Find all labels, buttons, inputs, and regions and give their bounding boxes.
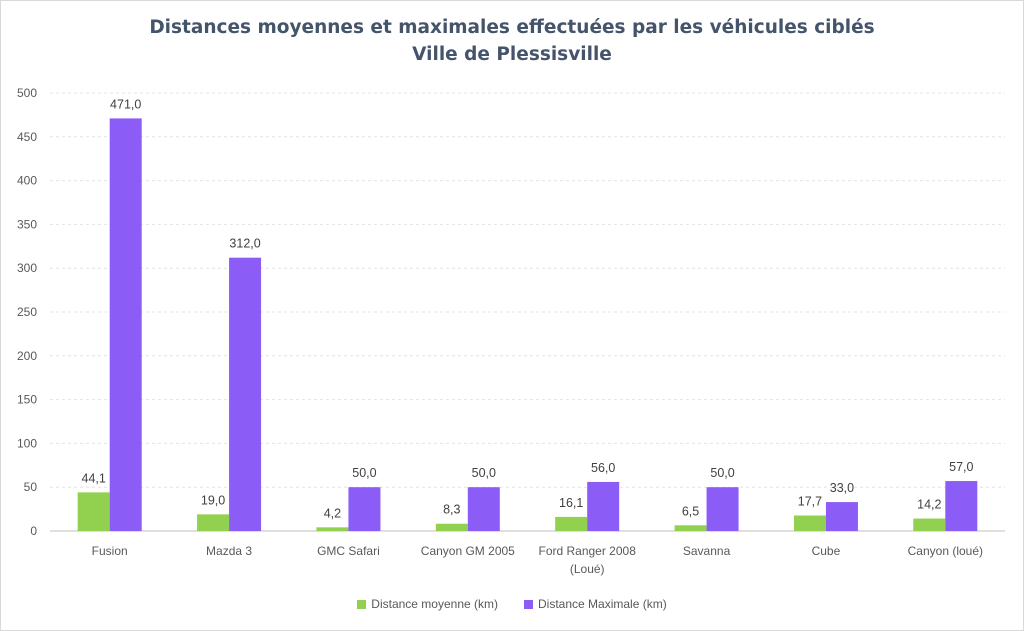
- data-label: 14,2: [917, 498, 941, 512]
- y-tick-label: 150: [17, 393, 37, 407]
- bar-maximale: [467, 487, 500, 531]
- bar-moyenne: [77, 492, 110, 531]
- y-tick-label: 400: [17, 174, 37, 188]
- bar-maximale: [229, 257, 262, 531]
- y-tick-label: 100: [17, 436, 37, 450]
- data-label: 312,0: [229, 237, 260, 251]
- legend-item-maximale: Distance Maximale (km): [524, 597, 667, 611]
- bar-moyenne: [197, 514, 230, 531]
- y-tick-label: 500: [17, 86, 37, 100]
- data-label: 50,0: [352, 466, 376, 480]
- bar-maximale: [109, 118, 142, 532]
- legend-item-moyenne: Distance moyenne (km): [357, 597, 498, 611]
- x-tick-label: Mazda 3: [206, 544, 252, 558]
- chart-title: Distances moyennes et maximales effectué…: [149, 17, 875, 38]
- data-label: 33,0: [830, 481, 854, 495]
- legend-swatch-maximale: [524, 599, 533, 609]
- data-label: 19,0: [201, 493, 225, 507]
- y-tick-label: 350: [17, 217, 37, 231]
- data-label: 471,0: [110, 97, 141, 111]
- data-label: 4,2: [324, 506, 341, 520]
- data-label: 56,0: [591, 461, 615, 475]
- x-tick-label: Canyon (loué): [908, 544, 983, 558]
- legend-label-moyenne: Distance moyenne (km): [371, 597, 498, 611]
- x-tick-label: Savanna: [683, 544, 731, 558]
- x-tick-label: GMC Safari: [317, 544, 380, 558]
- data-label: 16,1: [559, 496, 583, 510]
- y-tick-label: 0: [30, 524, 37, 538]
- bar-moyenne: [435, 523, 468, 531]
- data-label: 57,0: [949, 460, 973, 474]
- data-label: 50,0: [472, 466, 496, 480]
- legend-swatch-moyenne: [357, 599, 367, 609]
- chart-subtitle: Ville de Plessisville: [412, 44, 612, 65]
- data-label: 8,3: [443, 503, 460, 517]
- data-label: 17,7: [798, 494, 822, 508]
- bar-maximale: [825, 502, 858, 531]
- x-tick-label: Fusion: [92, 544, 128, 558]
- y-tick-label: 50: [24, 480, 38, 494]
- x-tick-label: Ford Ranger 2008: [538, 544, 636, 558]
- chart-title-block: Distances moyennes et maximales effectué…: [0, 14, 1024, 68]
- bar-moyenne: [913, 518, 946, 531]
- legend-label-maximale: Distance Maximale (km): [538, 597, 667, 611]
- data-label: 44,1: [82, 471, 106, 485]
- bar-maximale: [706, 487, 739, 531]
- y-tick-label: 200: [17, 349, 37, 363]
- bar-moyenne: [793, 515, 826, 531]
- x-tick-label: Cube: [812, 544, 841, 558]
- y-tick-label: 300: [17, 261, 37, 275]
- y-tick-label: 250: [17, 305, 37, 319]
- bar-moyenne: [674, 525, 707, 531]
- bar-maximale: [348, 487, 381, 531]
- x-tick-label: (Loué): [570, 562, 605, 576]
- bar-moyenne: [316, 527, 349, 531]
- data-label: 50,0: [710, 466, 734, 480]
- data-label: 6,5: [682, 504, 699, 518]
- legend: Distance moyenne (km) Distance Maximale …: [0, 597, 1024, 611]
- bar-maximale: [945, 481, 978, 531]
- y-tick-label: 450: [17, 130, 37, 144]
- bar-maximale: [587, 481, 620, 531]
- x-tick-label: Canyon GM 2005: [421, 544, 515, 558]
- bar-moyenne: [555, 516, 588, 531]
